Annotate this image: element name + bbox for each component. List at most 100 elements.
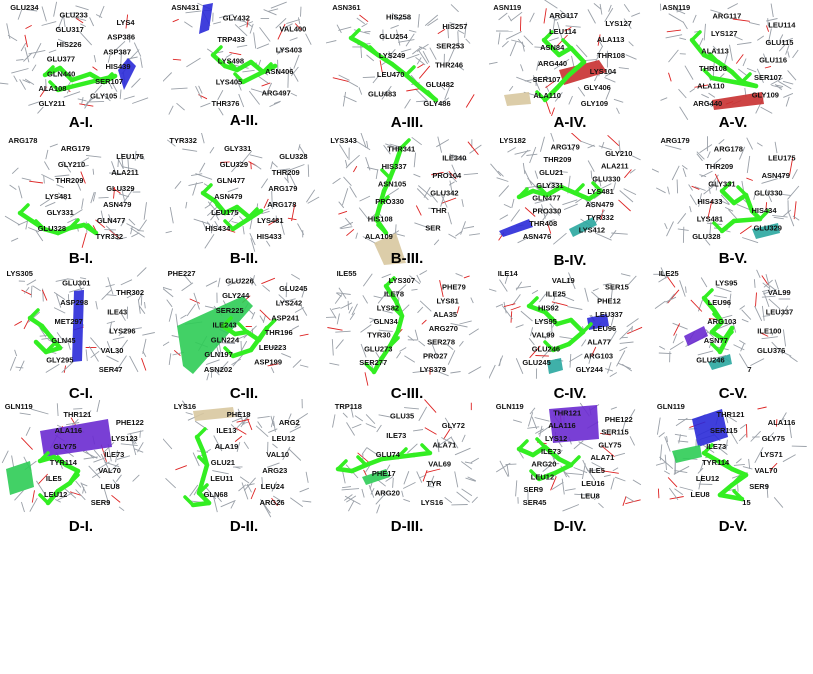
- residue-stick: [732, 18, 750, 22]
- residue-stick: [694, 84, 709, 88]
- residue-label: LEU12: [531, 472, 554, 481]
- ligand-bond: [731, 216, 763, 224]
- residue-stick: [584, 287, 589, 302]
- residue-stick: [28, 49, 46, 55]
- residue-stick: [614, 476, 626, 482]
- ligand-bond: [197, 455, 209, 467]
- residue-label: GLY244: [576, 365, 604, 374]
- residue-stick: [205, 359, 220, 366]
- residue-stick: [172, 18, 179, 23]
- residue-stick: [56, 332, 66, 344]
- residue-stick: [95, 14, 103, 18]
- residue-stick: [499, 279, 508, 292]
- residue-stick: [631, 155, 641, 161]
- ligand-bond: [33, 339, 49, 355]
- secondary-structure-ribbon: [708, 354, 732, 370]
- residue-label: GLY75: [598, 440, 621, 449]
- residue-stick: [715, 286, 732, 293]
- residue-stick: [672, 333, 678, 344]
- residue-label: VAL19: [552, 276, 575, 285]
- molecule-render: ASN119ARG117LEU114LYS127GLU115ALA113GLU1…: [659, 3, 799, 120]
- residue-stick: [498, 12, 508, 21]
- ligand-bond: [530, 444, 548, 458]
- residue-stick: [75, 18, 84, 24]
- residue-stick: [291, 273, 301, 280]
- ligand-bond: [380, 168, 392, 180]
- residue-stick: [439, 191, 448, 208]
- residue-stick: [70, 417, 77, 426]
- residue-stick: [406, 53, 420, 60]
- residue-stick: [438, 97, 450, 105]
- residue-stick: [376, 424, 382, 433]
- residue-stick: [354, 415, 364, 422]
- residue-stick: [779, 174, 785, 180]
- residue-stick: [719, 199, 730, 206]
- residue-stick: [708, 92, 716, 98]
- residue-stick: [81, 198, 84, 209]
- residue-stick: [539, 425, 543, 437]
- residue-stick: [785, 96, 790, 107]
- residue-stick: [679, 486, 694, 491]
- residue-label: ILE100: [757, 327, 781, 336]
- ligand-bond: [712, 221, 724, 233]
- residue-stick: [276, 47, 289, 55]
- residue-stick: [171, 335, 180, 338]
- residue-stick: [770, 77, 784, 85]
- residue-stick: [677, 213, 687, 225]
- residue-stick: [108, 214, 113, 224]
- residue-stick: [631, 12, 641, 17]
- residue-label: TYR114: [50, 458, 78, 467]
- residue-stick: [113, 186, 116, 199]
- residue-stick: [41, 337, 51, 340]
- residue-stick: [465, 94, 475, 108]
- residue-stick: [471, 496, 478, 504]
- residue-stick: [616, 107, 620, 114]
- residue-stick: [53, 1, 58, 17]
- residue-stick: [377, 290, 389, 304]
- ligand-bond: [702, 288, 714, 300]
- residue-stick: [36, 480, 47, 496]
- residue-stick: [655, 462, 666, 466]
- residue-label: GLU254: [379, 32, 408, 41]
- ligand-bond: [200, 190, 218, 204]
- residue-label: ASN479: [214, 192, 242, 201]
- ligand-bond: [554, 317, 574, 327]
- residue-stick: [25, 25, 32, 29]
- panel-label: D-I.: [68, 518, 94, 533]
- residue-stick: [507, 147, 516, 153]
- residue-stick: [385, 476, 394, 482]
- residue-stick: [501, 305, 513, 320]
- residue-stick: [14, 349, 18, 357]
- residue-stick: [24, 34, 28, 48]
- residue-stick: [93, 457, 107, 463]
- residue-stick: [112, 83, 118, 92]
- residue-stick: [565, 25, 581, 28]
- residue-stick: [437, 28, 446, 35]
- residue-stick: [81, 97, 84, 104]
- residue-label: LYS95: [535, 317, 557, 326]
- ligand-bond: [62, 70, 74, 82]
- residue-stick: [531, 289, 539, 294]
- residue-stick: [725, 439, 728, 450]
- residue-stick: [81, 232, 87, 248]
- residue-label: LYS82: [377, 303, 399, 312]
- residue-stick: [218, 107, 224, 116]
- residue-stick: [85, 349, 88, 362]
- residue-stick: [215, 495, 222, 503]
- residue-label: GLY75: [53, 442, 76, 451]
- ligand-bond: [197, 483, 209, 495]
- residue-stick: [739, 225, 752, 235]
- residue-stick: [204, 485, 217, 500]
- residue-stick: [627, 326, 643, 335]
- residue-stick: [168, 105, 174, 115]
- residue-stick: [756, 142, 763, 147]
- residue-label: ASN361: [332, 3, 360, 12]
- residue-stick: [165, 230, 172, 234]
- residue-stick: [361, 488, 365, 498]
- panel-d-iv: GLN119 THR121 PHE122 ALA116 SER115 LYS12 GLY75…: [489, 399, 651, 533]
- residue-stick: [248, 90, 260, 105]
- panel-c-iii: ILE55 LYS307 PHE79 ILE78 LYS81 LYS82 ALA35 GLN3…: [326, 266, 488, 400]
- ligand-bond: [237, 322, 249, 334]
- residue-stick: [569, 353, 583, 362]
- residue-stick: [408, 29, 417, 33]
